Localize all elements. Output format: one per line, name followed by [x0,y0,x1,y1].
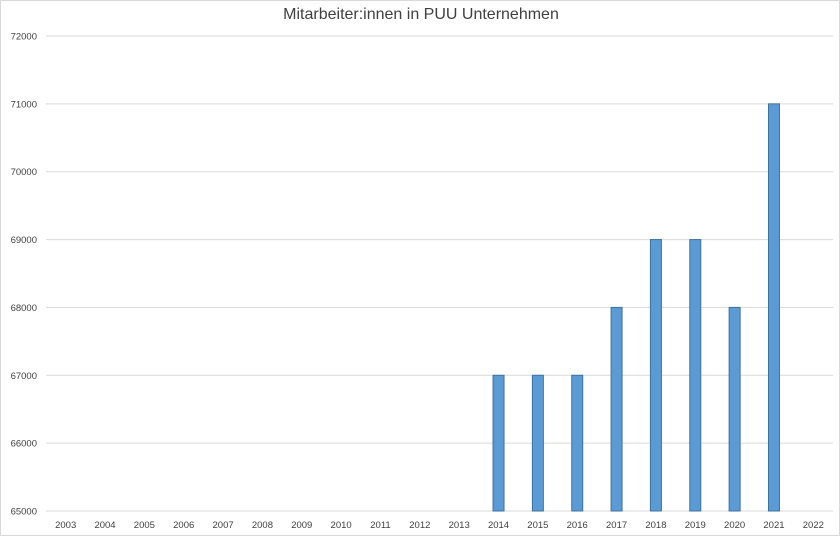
x-tick-label: 2010 [331,520,352,531]
bar-2016 [571,374,584,512]
x-axis-ticks: 2003 2004 2005 2006 2007 2008 2009 2010 2011 2012… [55,520,824,531]
bar-2017 [610,306,623,512]
x-tick-label: 2006 [173,520,194,531]
x-tick-label: 2021 [763,520,784,531]
gridlines [46,35,833,512]
x-tick-label: 2012 [409,520,430,531]
x-tick-label: 2022 [803,520,824,531]
x-tick-label: 2014 [488,520,509,531]
chart-title: Mitarbeiter:innen in PUU Unternehmen [283,6,559,23]
x-tick-label: 2020 [724,520,745,531]
x-tick-label: 2005 [134,520,155,531]
bar-2020 [728,306,741,512]
bar-2021 [767,103,780,512]
y-tick-label: 71000 [11,99,37,110]
x-tick-label: 2003 [55,520,76,531]
y-tick-label: 66000 [11,439,37,450]
y-tick-label: 67000 [11,371,37,382]
y-tick-label: 65000 [11,507,37,518]
y-tick-label: 68000 [11,303,37,314]
x-tick-label: 2009 [291,520,312,531]
x-tick-label: 2013 [449,520,470,531]
bar-2015 [531,374,544,512]
y-tick-label: 72000 [11,32,37,43]
bars [492,103,780,512]
bar-2019 [689,239,702,512]
x-tick-label: 2019 [685,520,706,531]
x-tick-label: 2011 [370,520,390,531]
x-tick-label: 2018 [645,520,666,531]
x-tick-label: 2017 [606,520,627,531]
x-tick-label: 2004 [94,520,115,531]
bar-2018 [649,239,662,512]
y-tick-label: 70000 [11,167,37,178]
x-tick-label: 2016 [567,520,588,531]
x-tick-label: 2008 [252,520,273,531]
x-tick-label: 2007 [213,520,234,531]
bar-2014 [492,374,505,512]
x-tick-label: 2015 [527,520,548,531]
y-tick-label: 69000 [11,235,37,246]
y-axis-ticks: 65000 66000 67000 68000 69000 70000 71000 72000 [11,32,37,518]
